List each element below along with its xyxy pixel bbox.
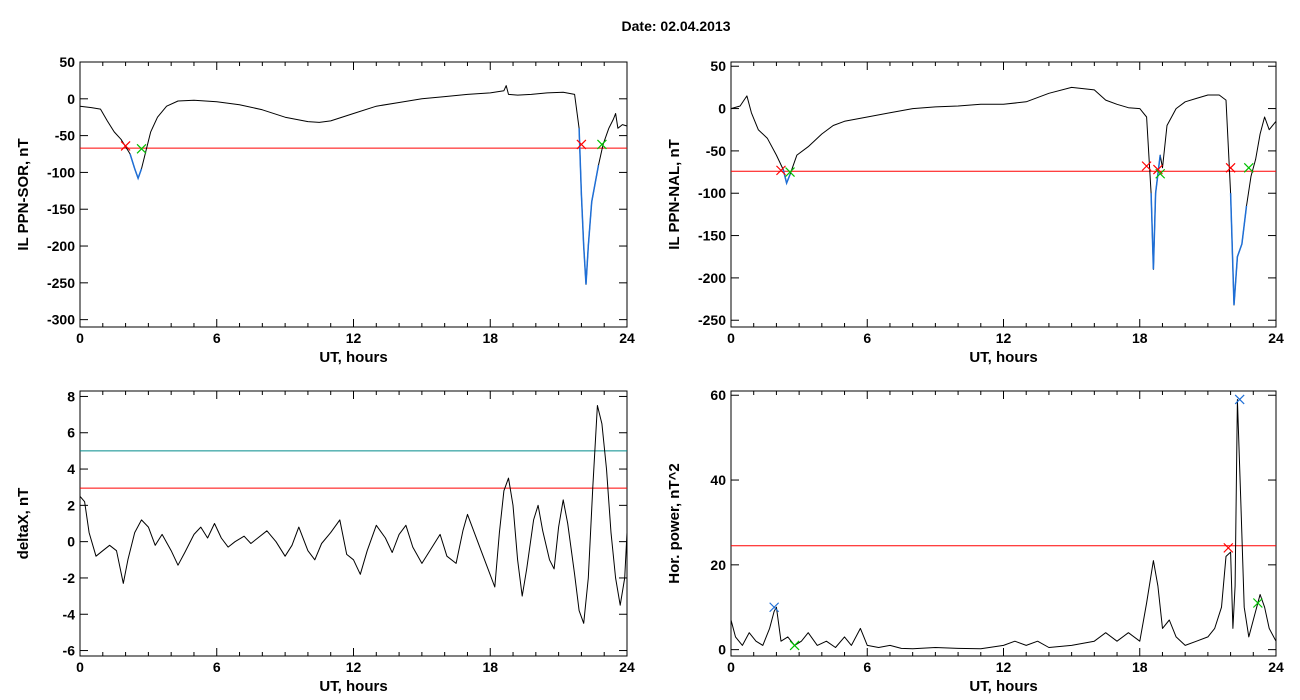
il-ppn-sor-y-tick-label: -150: [47, 201, 75, 217]
deltax-x-tick-label: 6: [213, 659, 221, 675]
il-ppn-sor-x-axis-label: UT, hours: [319, 349, 387, 366]
il-ppn-sor-plot-frame: [79, 61, 628, 328]
il-ppn-sor-y-tick-label: -50: [55, 128, 75, 144]
deltax-x-axis-label: UT, hours: [319, 678, 387, 695]
hor-power-y-tick-label: 0: [718, 642, 726, 658]
il-ppn-nal-y-tick-label: -100: [698, 185, 726, 201]
il-ppn-nal-y-tick-label: 0: [718, 101, 726, 117]
il-ppn-sor-y-tick-label: 0: [67, 91, 75, 107]
deltax-y-tick-label: -4: [63, 606, 76, 622]
deltax-y-tick-label: -6: [63, 643, 76, 659]
hor-power-y-tick-label: 60: [710, 387, 726, 403]
hor-power-event-marker: [789, 640, 800, 651]
il-ppn-nal-x-tick-label: 24: [1268, 330, 1284, 346]
deltax-x-tick-label: 12: [346, 659, 362, 675]
deltax-y-tick-label: 8: [67, 388, 75, 404]
hor-power-event-marker: [1223, 542, 1234, 553]
hor-power-series-line: [730, 399, 1277, 650]
il-ppn-sor-event-marker: [597, 139, 607, 150]
il-ppn-sor-x-tick-label: 18: [482, 330, 498, 346]
deltax-x-tick-label: 18: [482, 659, 498, 675]
il-ppn-nal-y-tick-label: -250: [698, 312, 726, 328]
hor-power-x-tick-label: 24: [1268, 659, 1284, 675]
il-ppn-sor-event-marker: [576, 139, 587, 150]
il-ppn-sor-event-segment: [578, 128, 600, 285]
il-ppn-sor-event-marker: [136, 143, 147, 154]
il-ppn-nal-event-segment: [1150, 155, 1161, 270]
deltax-x-tick-label: 0: [76, 659, 84, 675]
deltax-x-tick-label: 24: [619, 659, 635, 675]
il-ppn-sor-x-tick-label: 6: [213, 330, 221, 346]
deltax-plot-frame: [79, 390, 628, 657]
il-ppn-nal-y-tick-label: -200: [698, 270, 726, 286]
hor-power-x-tick-label: 0: [727, 659, 735, 675]
il-ppn-sor-event-marker: [120, 140, 131, 151]
hor-power-event-marker: [769, 602, 780, 613]
il-ppn-sor-event-segment: [129, 153, 143, 181]
il-ppn-nal-x-axis-label: UT, hours: [969, 349, 1037, 366]
il-ppn-nal-series-line: [730, 86, 1277, 306]
il-ppn-sor-y-tick-label: -200: [47, 238, 75, 254]
il-ppn-nal-event-marker: [1141, 161, 1152, 172]
deltax-series-line: [79, 405, 628, 624]
hor-power-x-axis-label: UT, hours: [969, 678, 1037, 695]
hor-power-x-tick-label: 12: [996, 659, 1012, 675]
il-ppn-sor-y-tick-label: -100: [47, 164, 75, 180]
deltax-y-tick-label: 6: [67, 425, 75, 441]
hor-power-event-marker: [1252, 598, 1263, 608]
il-ppn-nal-event-marker: [1243, 162, 1254, 173]
page-title: Date: 02.04.2013: [621, 18, 731, 34]
il-ppn-nal-y-tick-label: -50: [706, 143, 726, 159]
hor-power-plot-frame: [730, 390, 1277, 657]
hor-power-y-tick-label: 20: [710, 557, 726, 573]
deltax-y-axis-label: deltaX, nT: [15, 488, 32, 560]
il-ppn-nal-y-tick-label: -150: [698, 228, 726, 244]
il-ppn-nal-plot-frame: [730, 61, 1277, 328]
hor-power-event-marker: [1234, 394, 1245, 405]
il-ppn-nal-event-marker: [785, 167, 795, 177]
deltax-y-tick-label: -2: [63, 570, 76, 586]
il-ppn-nal-event-segment: [1229, 193, 1248, 306]
hor-power-y-tick-label: 40: [710, 472, 726, 488]
il-ppn-nal-y-tick-label: 50: [710, 58, 726, 74]
il-ppn-nal-event-marker: [776, 165, 786, 176]
il-ppn-sor-y-tick-label: 50: [59, 54, 75, 70]
il-ppn-nal-x-tick-label: 12: [996, 330, 1012, 346]
il-ppn-sor-y-tick-label: -250: [47, 275, 75, 291]
il-ppn-nal-event-marker: [1225, 162, 1236, 173]
il-ppn-nal-x-tick-label: 6: [863, 330, 871, 346]
il-ppn-nal-x-tick-label: 18: [1132, 330, 1148, 346]
deltax-y-tick-label: 4: [67, 461, 75, 477]
il-ppn-sor-x-tick-label: 0: [76, 330, 84, 346]
il-ppn-nal-y-axis-label: IL PPN-NAL, nT: [666, 139, 683, 250]
deltax-y-tick-label: 0: [67, 534, 75, 550]
deltax-y-tick-label: 2: [67, 497, 75, 513]
il-ppn-sor-y-axis-label: IL PPN-SOR, nT: [15, 138, 32, 250]
hor-power-x-tick-label: 6: [863, 659, 871, 675]
il-ppn-sor-x-tick-label: 24: [619, 330, 635, 346]
il-ppn-sor-x-tick-label: 12: [346, 330, 362, 346]
hor-power-y-axis-label: Hor. power, nT^2: [666, 463, 683, 583]
il-ppn-nal-event-marker: [1155, 168, 1166, 179]
hor-power-x-tick-label: 18: [1132, 659, 1148, 675]
il-ppn-nal-x-tick-label: 0: [727, 330, 735, 346]
il-ppn-sor-series-line: [79, 85, 628, 285]
il-ppn-sor-y-tick-label: -300: [47, 312, 75, 328]
